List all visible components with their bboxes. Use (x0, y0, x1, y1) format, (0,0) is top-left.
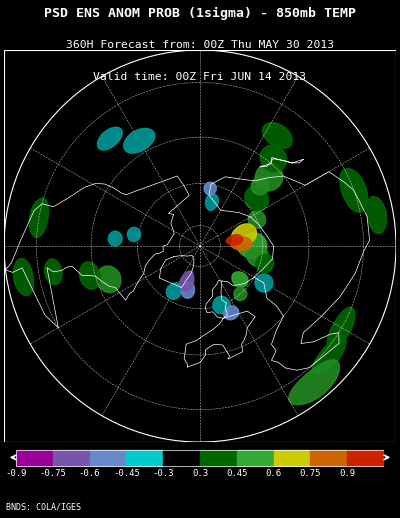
Bar (163, 450, 200, 466)
Text: -0.6: -0.6 (79, 469, 100, 478)
Polygon shape (44, 259, 62, 285)
Polygon shape (247, 246, 268, 267)
Text: -0.75: -0.75 (39, 469, 66, 478)
Polygon shape (127, 227, 141, 241)
Text: 0.6: 0.6 (266, 469, 282, 478)
Text: 0.3: 0.3 (192, 469, 208, 478)
Polygon shape (224, 306, 239, 320)
Polygon shape (180, 271, 194, 291)
Polygon shape (255, 163, 283, 191)
Bar (53, 450, 90, 466)
Polygon shape (232, 272, 248, 287)
Bar (274, 450, 310, 466)
Text: Valid time: 00Z Fri JUN 14 2013: Valid time: 00Z Fri JUN 14 2013 (94, 72, 306, 82)
Text: PSD ENS ANOM PROB (1sigma) - 850mb TEMP: PSD ENS ANOM PROB (1sigma) - 850mb TEMP (44, 7, 356, 20)
Polygon shape (366, 196, 387, 234)
Polygon shape (206, 194, 218, 210)
Text: 360H Forecast from: 00Z Thu MAY 30 2013: 360H Forecast from: 00Z Thu MAY 30 2013 (66, 40, 334, 50)
Polygon shape (13, 258, 34, 296)
Bar (310, 450, 347, 466)
Text: BNDS: COLA/IGES: BNDS: COLA/IGES (6, 502, 81, 511)
Polygon shape (80, 262, 100, 289)
Polygon shape (256, 254, 274, 273)
Polygon shape (245, 186, 268, 211)
Polygon shape (260, 146, 287, 171)
Text: -0.45: -0.45 (113, 469, 140, 478)
Polygon shape (234, 287, 247, 300)
Polygon shape (97, 266, 121, 293)
Bar (200, 450, 237, 466)
Text: 0.45: 0.45 (226, 469, 248, 478)
Polygon shape (166, 283, 181, 299)
Polygon shape (29, 198, 48, 237)
Polygon shape (226, 235, 243, 245)
Text: 0.75: 0.75 (300, 469, 321, 478)
Polygon shape (98, 127, 122, 150)
Polygon shape (213, 296, 230, 314)
Polygon shape (204, 182, 216, 195)
Polygon shape (251, 177, 270, 195)
Polygon shape (248, 211, 266, 228)
Text: -0.3: -0.3 (152, 469, 174, 478)
Bar (16, 450, 384, 466)
Bar (90, 450, 126, 466)
Polygon shape (289, 360, 340, 405)
Polygon shape (237, 233, 267, 259)
Polygon shape (340, 168, 368, 212)
Polygon shape (124, 128, 155, 153)
Polygon shape (327, 307, 355, 348)
Text: 0.9: 0.9 (339, 469, 355, 478)
Polygon shape (312, 335, 346, 373)
Polygon shape (231, 237, 252, 250)
Text: -0.9: -0.9 (5, 469, 27, 478)
Polygon shape (108, 231, 122, 246)
Bar (126, 450, 163, 466)
Bar (347, 450, 384, 466)
Bar (16, 450, 53, 466)
Polygon shape (255, 274, 273, 292)
Bar (237, 450, 274, 466)
Polygon shape (182, 282, 194, 298)
Polygon shape (232, 224, 256, 243)
Polygon shape (262, 123, 292, 149)
